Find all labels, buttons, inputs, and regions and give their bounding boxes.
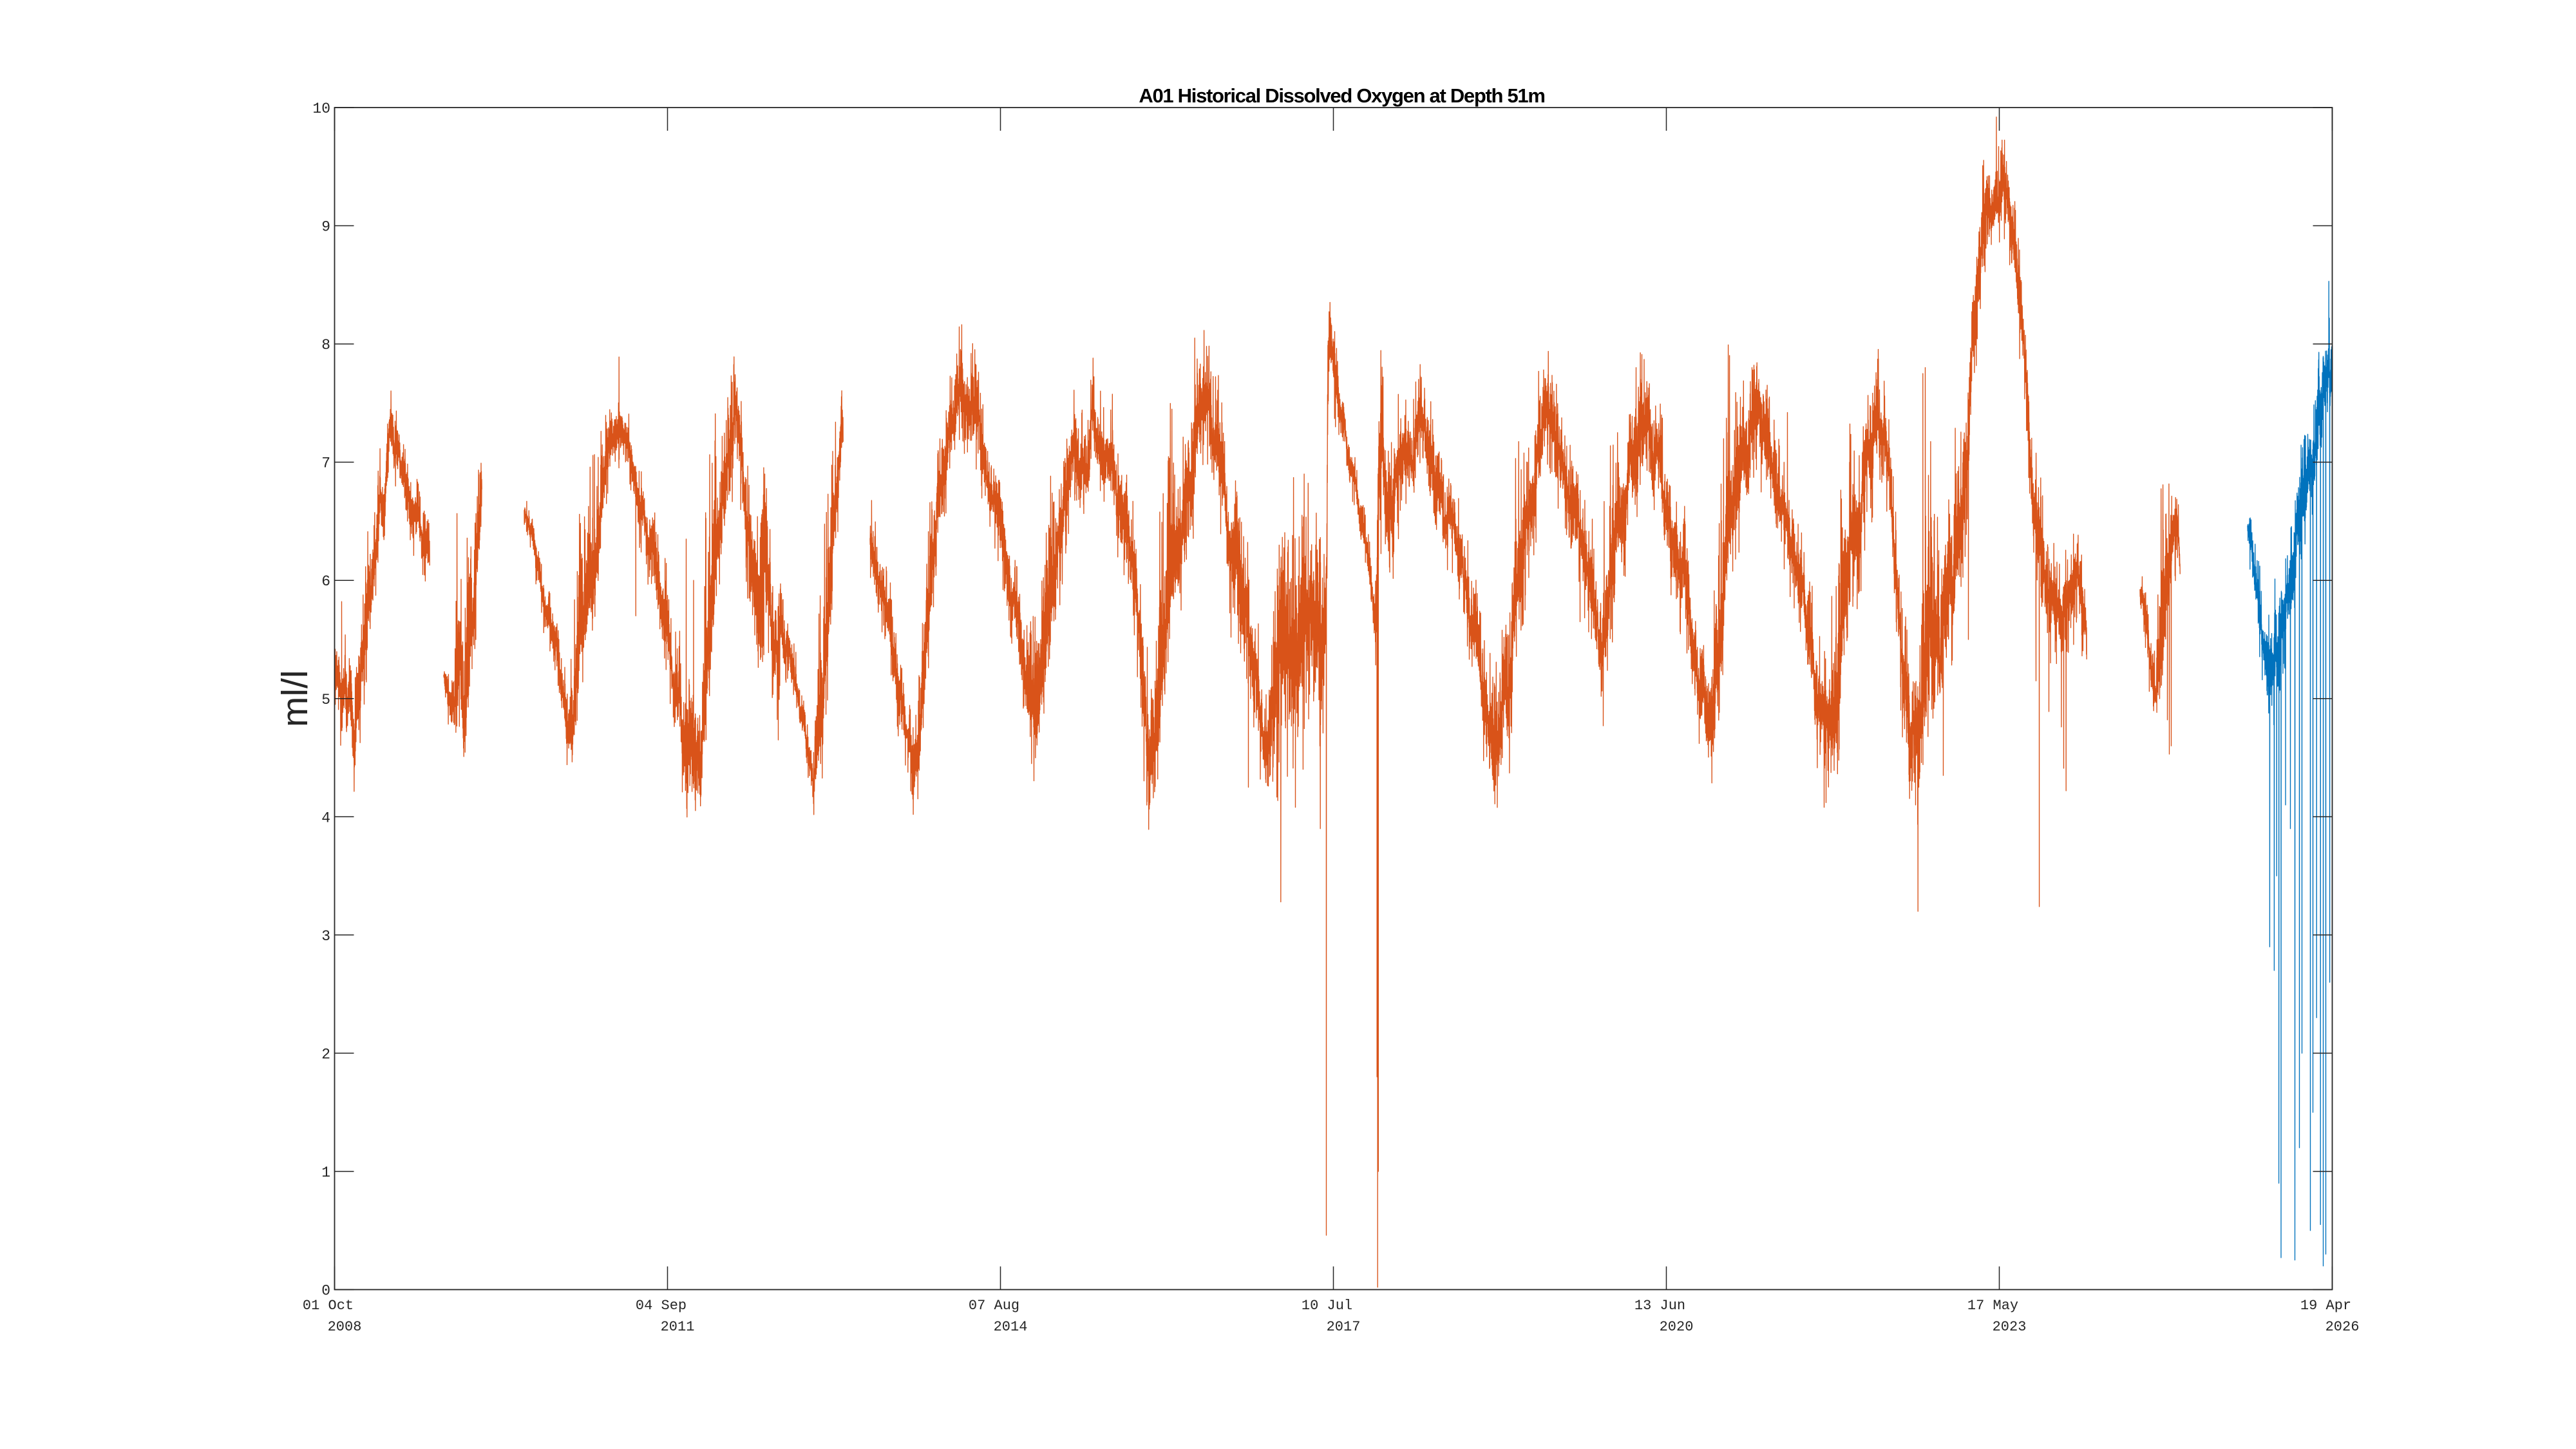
svg-text:2026: 2026 (2325, 1319, 2360, 1335)
svg-text:2: 2 (321, 1046, 330, 1063)
svg-text:0: 0 (321, 1283, 330, 1300)
svg-text:9: 9 (321, 219, 330, 236)
svg-text:13 Jun: 13 Jun (1634, 1298, 1685, 1314)
svg-text:04 Sep: 04 Sep (636, 1298, 687, 1314)
svg-text:19 Apr: 19 Apr (2300, 1298, 2351, 1314)
svg-text:8: 8 (321, 337, 330, 354)
svg-text:ml/l: ml/l (274, 670, 316, 727)
svg-text:17 May: 17 May (1967, 1298, 2018, 1314)
svg-text:01 Oct: 01 Oct (303, 1298, 354, 1314)
svg-text:1: 1 (321, 1164, 330, 1181)
svg-text:2014: 2014 (994, 1319, 1028, 1335)
svg-text:5: 5 (321, 692, 330, 708)
svg-text:2008: 2008 (328, 1319, 362, 1335)
svg-text:4: 4 (321, 810, 330, 826)
svg-text:A01 Historical Dissolved Oxyge: A01 Historical Dissolved Oxygen at Depth… (1139, 84, 1544, 107)
svg-text:2023: 2023 (1993, 1319, 2027, 1335)
svg-text:2020: 2020 (1660, 1319, 1694, 1335)
svg-text:10 Jul: 10 Jul (1302, 1298, 1352, 1314)
svg-text:2017: 2017 (1327, 1319, 1361, 1335)
svg-text:6: 6 (321, 573, 330, 590)
svg-text:10: 10 (312, 100, 330, 117)
svg-text:7: 7 (321, 455, 330, 472)
svg-text:3: 3 (321, 928, 330, 945)
svg-text:07 Aug: 07 Aug (969, 1298, 1019, 1314)
svg-text:2011: 2011 (661, 1319, 695, 1335)
